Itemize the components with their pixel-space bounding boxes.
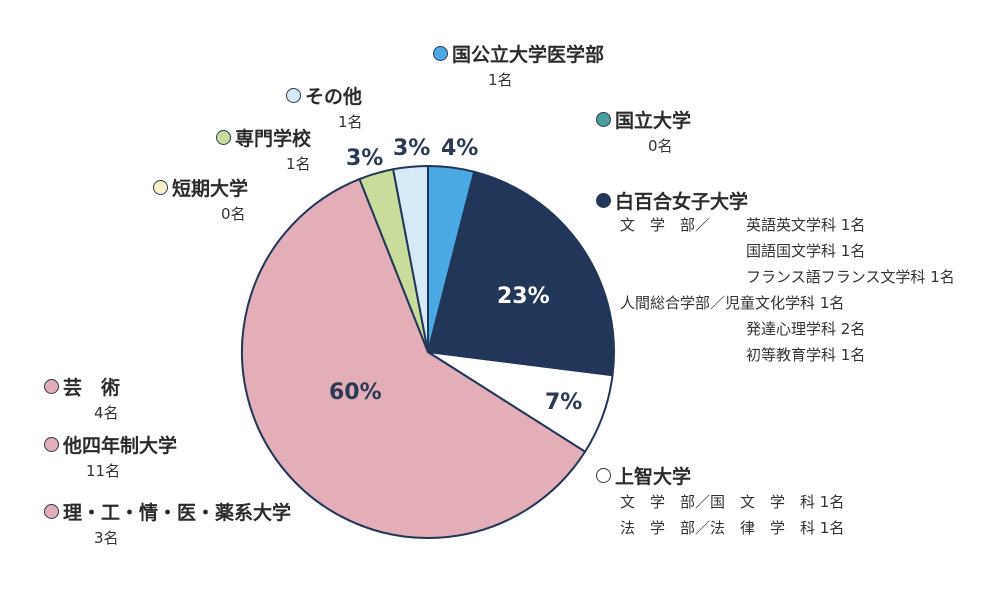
- legend-medical-label: 国公立大学医学部: [452, 44, 605, 66]
- legend-medical: 国公立大学医学部 1名: [433, 40, 604, 90]
- legend-national-count: 0名: [648, 137, 673, 155]
- other-univ-dot-icon: [44, 437, 59, 452]
- legend-national-label: 国立大学: [615, 110, 692, 132]
- shirayuri-row: 文 学 部／ 英語英文学科 1名: [620, 216, 866, 234]
- legend-arts-count: 4名: [94, 404, 119, 422]
- legend-arts-label: 芸 術: [63, 377, 121, 399]
- legend-vocational-count: 1名: [286, 155, 311, 173]
- national-dot-icon: [596, 112, 611, 127]
- shirayuri-dot-icon: [596, 193, 611, 208]
- shirayuri-detail-list: 文 学 部／ 英語英文学科 1名 国語国文学科 1名 フランス語フランス文学科 1…: [620, 212, 990, 368]
- other-dot-icon: [286, 88, 301, 103]
- medical-dot-icon: [433, 46, 448, 61]
- legend-junior-college-label: 短期大学: [172, 178, 249, 200]
- legend-medical-count: 1名: [488, 71, 513, 89]
- shirayuri-row: 発達心理学科 2名: [746, 320, 866, 338]
- pct-label-vocational: 3%: [346, 146, 384, 171]
- science-dot-icon: [44, 504, 59, 519]
- legend-vocational: 専門学校 1名: [216, 124, 311, 174]
- shirayuri-row: 初等教育学科 1名: [746, 346, 866, 364]
- pct-label-sophia: 7%: [545, 390, 583, 415]
- legend-other-label: その他: [305, 86, 363, 108]
- legend-science: 理・工・情・医・薬系大学 3名: [44, 498, 291, 548]
- pct-label-other-univ: 60%: [329, 380, 382, 405]
- legend-other-count: 1名: [338, 113, 363, 131]
- slice-other-univ-combined: [241, 177, 587, 539]
- legend-other-univ-count: 11名: [86, 462, 121, 480]
- legend-sophia-label: 上智大学: [615, 466, 692, 488]
- vocational-dot-icon: [216, 130, 231, 145]
- legend-vocational-label: 専門学校: [235, 128, 312, 150]
- legend-junior-college: 短期大学 0名: [153, 174, 248, 224]
- arts-dot-icon: [44, 379, 59, 394]
- slice-other: [391, 164, 429, 353]
- legend-junior-college-count: 0名: [221, 205, 246, 223]
- junior-college-dot-icon: [153, 180, 168, 195]
- legend-national: 国立大学 0名: [596, 106, 691, 156]
- legend-other-univ-label: 他四年制大学: [63, 435, 178, 457]
- sophia-dot-icon: [596, 468, 611, 483]
- legend-science-label: 理・工・情・医・薬系大学: [63, 502, 292, 524]
- shirayuri-row: 人間総合学部／ 児童文化学科 1名: [620, 294, 845, 312]
- pct-label-medical: 4%: [441, 136, 479, 161]
- slice-shirayuri: [426, 170, 615, 377]
- sophia-row: 文 学 部／国 文 学 科 1名: [620, 493, 845, 511]
- legend-shirayuri-label: 白百合女子大学: [615, 191, 749, 213]
- legend-arts: 芸 術 4名: [44, 373, 120, 423]
- sophia-detail-list: 文 学 部／国 文 学 科 1名 法 学 部／法 律 学 科 1名: [620, 489, 844, 541]
- legend-other: その他 1名: [286, 82, 363, 132]
- pct-label-other: 3%: [393, 136, 431, 161]
- shirayuri-row: 国語国文学科 1名: [746, 242, 866, 260]
- legend-sophia: 上智大学: [596, 462, 691, 489]
- legend-shirayuri: 白百合女子大学: [596, 187, 748, 214]
- shirayuri-row: フランス語フランス文学科 1名: [746, 268, 955, 286]
- pct-label-shirayuri: 23%: [497, 284, 550, 309]
- sophia-row: 法 学 部／法 律 学 科 1名: [620, 519, 845, 537]
- legend-science-count: 3名: [94, 529, 119, 547]
- legend-other-univ: 他四年制大学 11名: [44, 431, 177, 481]
